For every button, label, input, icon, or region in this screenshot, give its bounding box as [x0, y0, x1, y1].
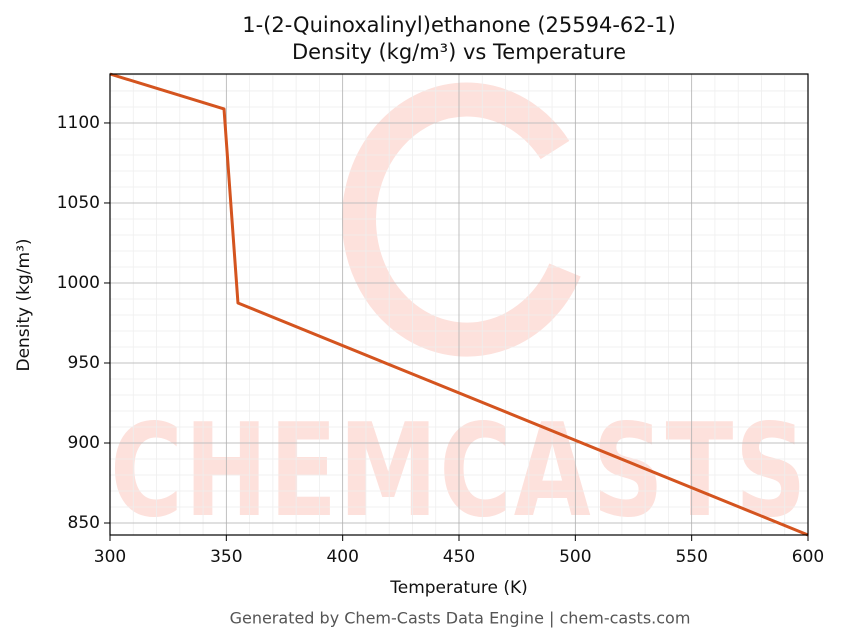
y-tick-label: 850	[68, 513, 100, 533]
y-tick-label: 950	[68, 353, 100, 373]
x-tick-label: 400	[326, 547, 358, 567]
y-tick-label: 900	[68, 433, 100, 453]
chart-subtitle: Density (kg/m³) vs Temperature	[292, 40, 626, 64]
y-axis-label: Density (kg/m³)	[14, 238, 34, 371]
x-tick-label: 350	[210, 547, 242, 567]
y-tick-label: 1000	[57, 273, 100, 293]
watermark-logo	[342, 82, 581, 357]
plot-frame	[109, 73, 809, 536]
x-tick-label: 550	[675, 547, 707, 567]
y-tick-label: 1100	[57, 113, 100, 133]
y-tick-label: 1050	[57, 193, 100, 213]
x-tick-label: 300	[94, 547, 126, 567]
data-line	[109, 72, 809, 537]
footer: Generated by Chem-Casts Data Engine | ch…	[230, 609, 691, 628]
x-tick-label: 600	[792, 547, 824, 567]
x-tick-label: 450	[443, 547, 475, 567]
chart-title: 1-(2-Quinoxalinyl)ethanone (25594-62-1)	[242, 13, 676, 37]
x-axis-label: Temperature (K)	[389, 578, 528, 598]
x-tick-label: 500	[559, 547, 591, 567]
